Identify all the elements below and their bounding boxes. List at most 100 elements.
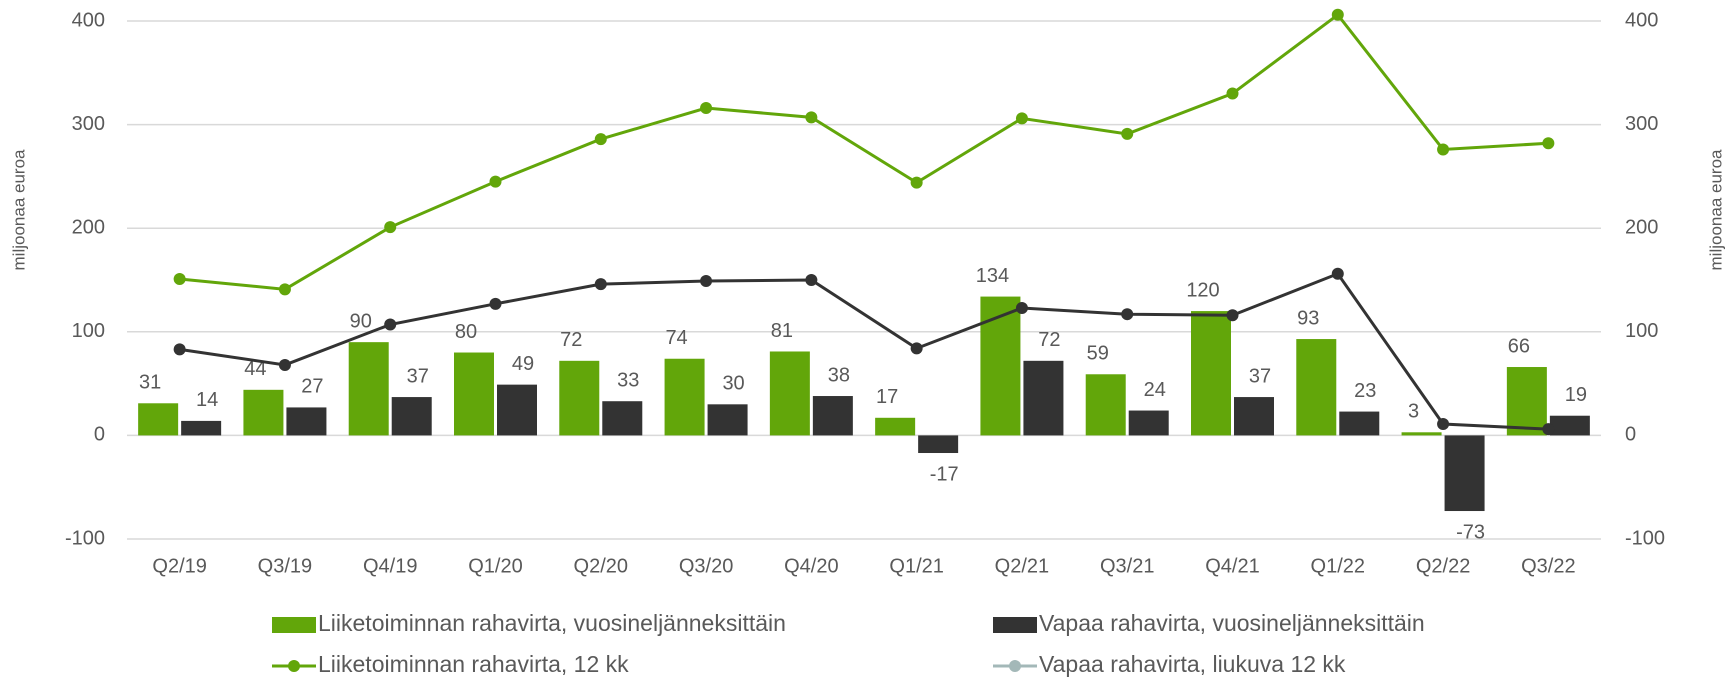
x-tick-label: Q4/19	[363, 555, 417, 577]
data-label: 27	[301, 376, 323, 398]
x-tick-label: Q1/20	[468, 555, 522, 577]
line-marker	[489, 175, 502, 188]
line-marker	[1437, 143, 1450, 156]
bar	[1023, 360, 1064, 436]
data-label: 24	[1144, 379, 1166, 401]
data-label: 120	[1186, 279, 1219, 301]
y2-axis-title: miljoonaa euroa	[1706, 149, 1725, 271]
data-label: 80	[455, 321, 477, 343]
data-label: 19	[1565, 384, 1587, 406]
data-label: 74	[665, 327, 687, 349]
bar	[1296, 339, 1337, 436]
x-tick-label: Q3/19	[258, 555, 312, 577]
bar	[918, 435, 959, 454]
data-label: 30	[722, 373, 744, 395]
bar	[1128, 410, 1169, 436]
legend-label: Liiketoiminnan rahavirta, vuosineljännek…	[318, 610, 786, 636]
bar	[243, 389, 284, 436]
x-tick-label: Q3/21	[1100, 555, 1154, 577]
data-label: 33	[617, 369, 639, 391]
line-marker	[1015, 301, 1028, 314]
y2-tick-label: 200	[1625, 216, 1658, 238]
bar	[497, 384, 537, 436]
bar	[602, 401, 643, 436]
bar	[1191, 311, 1231, 436]
y2-tick-label: -100	[1625, 527, 1665, 549]
bar	[812, 396, 853, 436]
x-tick-label: Q2/22	[1416, 555, 1470, 577]
data-label: 31	[139, 372, 161, 394]
bar	[1506, 367, 1547, 436]
line-marker	[1226, 309, 1239, 322]
data-label: 90	[350, 310, 372, 332]
bar	[707, 404, 748, 436]
line-marker	[278, 283, 291, 296]
line-marker	[700, 102, 713, 115]
legend-label: Vapaa rahavirta, liukuva 12 kk	[1039, 651, 1346, 677]
legend-marker	[288, 660, 300, 672]
legend-marker	[1009, 660, 1021, 672]
legend-label: Vapaa rahavirta, vuosineljänneksittäin	[1039, 610, 1425, 636]
line	[179, 12, 1549, 291]
bar	[559, 360, 600, 436]
data-label: 59	[1087, 343, 1109, 365]
line-marker	[910, 176, 923, 189]
data-label: 14	[196, 389, 218, 411]
line-marker	[805, 111, 818, 124]
line-marker	[1542, 137, 1555, 150]
bar	[181, 420, 222, 436]
bar	[1339, 411, 1380, 436]
y-tick-label: 400	[72, 9, 105, 31]
data-label: -17	[930, 463, 959, 485]
bar	[348, 342, 389, 436]
line-marker	[805, 274, 818, 286]
bar	[454, 352, 494, 436]
bar	[138, 403, 179, 436]
data-label: 37	[1249, 365, 1271, 387]
data-label: 38	[828, 364, 850, 386]
bar	[980, 296, 1021, 436]
bar	[875, 417, 916, 436]
data-label: 3	[1408, 401, 1419, 423]
y-tick-label: 0	[94, 424, 105, 446]
data-label: 37	[407, 365, 429, 387]
line-marker	[489, 297, 502, 310]
line-marker	[1015, 112, 1028, 125]
y2-tick-label: 400	[1625, 9, 1658, 31]
x-tick-label: Q3/20	[679, 555, 733, 577]
bar	[391, 397, 432, 436]
x-tick-label: Q1/21	[889, 555, 943, 577]
bar	[1444, 435, 1485, 512]
bar	[1085, 374, 1126, 436]
line-marker	[700, 275, 713, 288]
data-label: 72	[560, 329, 582, 351]
x-tick-label: Q2/19	[152, 555, 206, 577]
x-tick-label: Q2/21	[995, 555, 1049, 577]
data-label: 44	[244, 358, 266, 380]
line-marker	[173, 272, 186, 285]
line-marker	[1331, 267, 1344, 280]
legend-swatch	[272, 617, 316, 633]
y-axis-title: miljoonaa euroa	[9, 149, 28, 271]
x-tick-label: Q4/20	[784, 555, 838, 577]
y-tick-label: -100	[65, 527, 105, 549]
x-tick-label: Q4/21	[1205, 555, 1259, 577]
y2-tick-label: 0	[1625, 424, 1636, 446]
line-marker	[594, 133, 607, 146]
data-label: 17	[876, 386, 898, 408]
line-marker	[1226, 87, 1239, 100]
line-marker	[1437, 418, 1450, 431]
bar	[1549, 415, 1590, 436]
x-tick-label: Q1/22	[1311, 555, 1365, 577]
bar	[1234, 397, 1274, 436]
data-label: 66	[1508, 335, 1530, 357]
y2-tick-label: 300	[1625, 113, 1658, 135]
line-marker	[594, 278, 607, 291]
line-marker	[278, 358, 291, 371]
y-tick-label: 300	[72, 113, 105, 135]
line-marker	[1121, 308, 1134, 321]
line-marker	[384, 221, 397, 234]
legend-label: Liiketoiminnan rahavirta, 12 kk	[318, 651, 629, 677]
data-label: 134	[976, 265, 1009, 287]
